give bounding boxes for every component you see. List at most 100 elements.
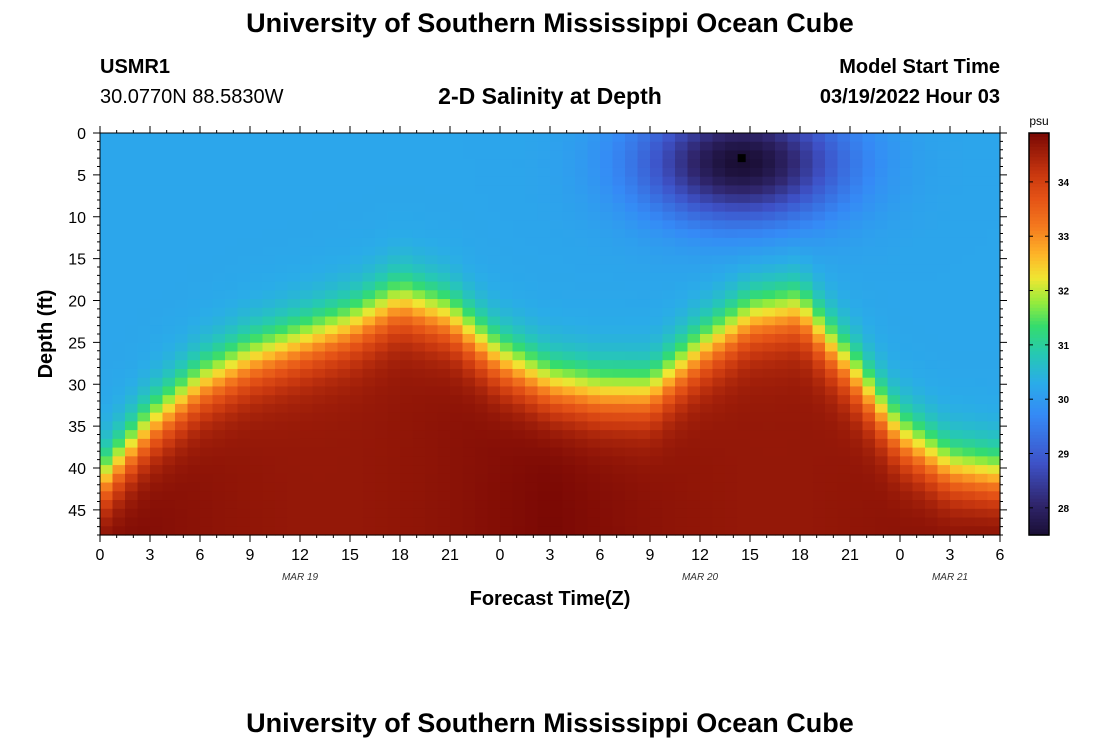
heatmap-cell: [325, 517, 339, 527]
y-axis-label: Depth (ft): [35, 290, 57, 379]
heatmap-cell: [562, 290, 576, 300]
heatmap-cell: [362, 307, 376, 318]
heatmap-cell: [550, 246, 564, 256]
heatmap-cell: [262, 377, 276, 388]
heatmap-cell: [150, 185, 164, 195]
heatmap-cell: [462, 237, 476, 248]
heatmap-cell: [550, 491, 564, 501]
heatmap-cell: [100, 246, 114, 256]
heatmap-cell: [200, 351, 214, 361]
heatmap-cell: [612, 290, 626, 300]
heatmap-cell: [237, 351, 251, 361]
heatmap-cell: [650, 421, 664, 431]
heatmap-cell: [212, 272, 226, 283]
heatmap-cell: [550, 220, 564, 230]
heatmap-cell: [200, 517, 214, 527]
heatmap-cell: [187, 412, 201, 422]
heatmap-cell: [875, 176, 889, 187]
heatmap-cell: [825, 264, 839, 274]
heatmap-cell: [612, 517, 626, 527]
heatmap-cell: [212, 167, 226, 178]
colorbar-segment: [1029, 240, 1049, 245]
heatmap-cell: [750, 456, 764, 466]
heatmap-cell: [300, 334, 314, 344]
heatmap-cell: [687, 351, 701, 361]
heatmap-cell: [275, 526, 289, 536]
heatmap-cell: [387, 133, 401, 143]
heatmap-cell: [812, 412, 826, 422]
heatmap-cell: [512, 237, 526, 248]
heatmap-cell: [175, 316, 189, 326]
heatmap-cell: [262, 194, 276, 204]
heatmap-cell: [625, 360, 639, 370]
colorbar-segment: [1029, 146, 1049, 151]
heatmap-cell: [187, 246, 201, 256]
heatmap-cell: [975, 465, 989, 475]
heatmap-cell: [587, 368, 601, 379]
heatmap-cell: [787, 194, 801, 204]
heatmap-cell: [650, 368, 664, 379]
heatmap-cell: [337, 386, 351, 396]
colorbar-segment: [1029, 501, 1049, 506]
heatmap-cell: [262, 229, 276, 239]
heatmap-cell: [162, 430, 176, 440]
heatmap-cell: [600, 237, 614, 248]
colorbar-segment: [1029, 424, 1049, 429]
heatmap-cell: [612, 272, 626, 283]
heatmap-cell: [500, 412, 514, 422]
heatmap-cell: [825, 465, 839, 475]
heatmap-cell: [500, 456, 514, 466]
heatmap-cell: [500, 272, 514, 283]
heatmap-cell: [612, 456, 626, 466]
heatmap-cell: [712, 482, 726, 492]
heatmap-cell: [700, 229, 714, 239]
heatmap-cell: [175, 255, 189, 265]
heatmap-cell: [650, 299, 664, 309]
heatmap-cell: [175, 325, 189, 335]
heatmap-cell: [937, 342, 951, 353]
heatmap-cell: [900, 316, 914, 326]
heatmap-cell: [987, 185, 1001, 195]
heatmap-cell: [175, 351, 189, 361]
heatmap-cell: [925, 246, 939, 256]
heatmap-cell: [187, 255, 201, 265]
heatmap-cell: [900, 307, 914, 318]
heatmap-cell: [450, 141, 464, 152]
heatmap-cell: [925, 237, 939, 248]
heatmap-cell: [537, 185, 551, 195]
heatmap-cell: [362, 290, 376, 300]
heatmap-cell: [337, 447, 351, 457]
heatmap-cell: [287, 281, 301, 291]
heatmap-cell: [225, 508, 239, 519]
heatmap-cell: [750, 194, 764, 204]
heatmap-cell: [675, 281, 689, 291]
heatmap-cell: [412, 185, 426, 195]
heatmap-cell: [987, 438, 1001, 449]
heatmap-cell: [525, 438, 539, 449]
heatmap-cell: [525, 482, 539, 492]
heatmap-cell: [725, 465, 739, 475]
heatmap-cell: [812, 264, 826, 274]
heatmap-cell: [950, 220, 964, 230]
heatmap-cell: [287, 290, 301, 300]
heatmap-cell: [912, 386, 926, 396]
heatmap-cell: [300, 421, 314, 431]
heatmap-cell: [975, 150, 989, 160]
heatmap-cell: [600, 508, 614, 519]
heatmap-cell: [450, 377, 464, 388]
heatmap-cell: [975, 526, 989, 536]
heatmap-cell: [737, 167, 751, 178]
heatmap-cell: [150, 526, 164, 536]
heatmap-cell: [375, 299, 389, 309]
heatmap-cell: [712, 491, 726, 501]
colorbar-segment: [1029, 210, 1049, 214]
heatmap-cell: [450, 194, 464, 204]
heatmap-cell: [625, 246, 639, 256]
heatmap-cell: [925, 272, 939, 283]
heatmap-cell: [125, 229, 139, 239]
heatmap-cell: [750, 307, 764, 318]
heatmap-cell: [787, 438, 801, 449]
heatmap-cell: [700, 194, 714, 204]
heatmap-cell: [637, 202, 651, 213]
heatmap-cell: [950, 377, 964, 388]
